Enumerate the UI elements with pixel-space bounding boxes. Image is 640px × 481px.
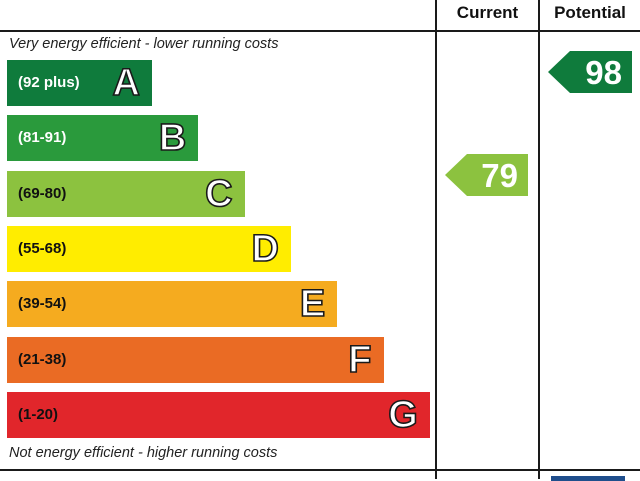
band-b: (81-91) B — [7, 115, 199, 162]
header-rule — [0, 30, 640, 32]
band-e: (39-54) E — [7, 281, 338, 328]
band-range-label: (55-68) — [18, 239, 67, 257]
divider-left — [435, 0, 437, 479]
inefficient-note: Not energy efficient - higher running co… — [9, 445, 278, 461]
band-d: (55-68) D — [7, 225, 291, 272]
band-letter: F — [347, 338, 372, 382]
band-letter: E — [299, 282, 326, 326]
band-letter: A — [112, 61, 141, 105]
current-rating-value: 79 — [481, 157, 518, 194]
band-f: (21-38) F — [7, 336, 384, 383]
band-letter: C — [204, 172, 233, 216]
band-c: (69-80) C — [7, 170, 245, 217]
band-letter: G — [387, 393, 418, 437]
band-range-label: (92 plus) — [18, 74, 80, 91]
current-rating-arrow: 79 — [445, 154, 528, 196]
band-a: (92 plus) A — [7, 60, 152, 106]
divider-middle — [538, 0, 540, 479]
band-range-label: (21-38) — [18, 350, 67, 368]
efficient-note: Very energy efficient - lower running co… — [9, 36, 279, 52]
band-g: (1-20) G — [7, 391, 430, 438]
potential-rating-arrow: 98 — [548, 51, 632, 93]
band-letter: B — [158, 116, 187, 160]
potential-header: Potential — [554, 3, 626, 22]
band-range-label: (81-91) — [18, 129, 67, 147]
band-letter: D — [251, 227, 280, 271]
band-range-label: (1-20) — [18, 405, 59, 423]
potential-rating-value: 98 — [585, 54, 622, 91]
band-range-label: (39-54) — [18, 295, 67, 313]
bottom-rule — [0, 469, 640, 471]
current-header: Current — [456, 3, 519, 22]
band-range-label: (69-80) — [18, 184, 67, 202]
